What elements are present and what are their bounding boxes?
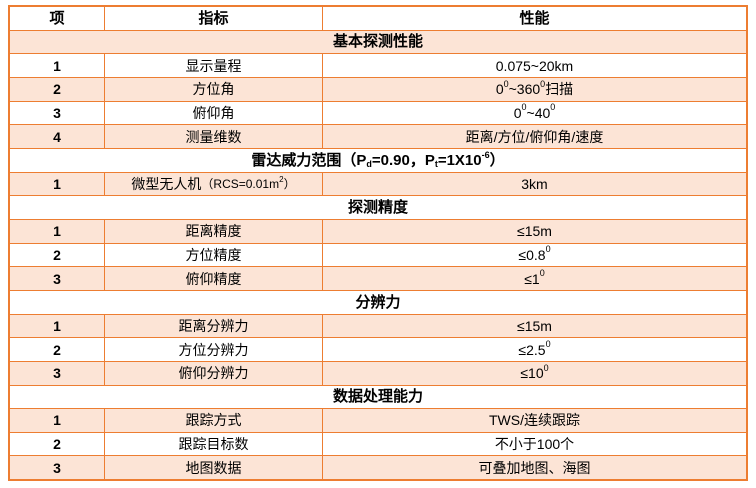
- cell-indicator: 地图数据: [105, 456, 323, 480]
- cell-performance: ≤0.8 0: [518, 244, 551, 263]
- section-title: 探测精度: [347, 199, 408, 217]
- section-row: 探测精度: [10, 195, 746, 219]
- cell-indicator: 测量维数: [105, 125, 323, 148]
- section-title: 数据处理能力: [332, 388, 423, 406]
- section-title: 分辨力: [355, 293, 401, 311]
- cell-item-no: 2: [10, 77, 105, 101]
- table-row: 4 测量维数 距离/方位/俯仰角/速度: [10, 124, 746, 148]
- cell-performance: ≤2.5 0: [518, 339, 551, 358]
- cell-item-no: 2: [10, 338, 105, 361]
- column-header-performance: 性能: [519, 9, 550, 27]
- cell-indicator: 方位分辨力: [105, 338, 323, 361]
- cell-item-no: 1: [10, 314, 105, 338]
- table-row: 1 微型无人机 （RCS=0.01m 2） 3km: [10, 171, 746, 196]
- cell-indicator: 俯仰精度: [105, 267, 323, 290]
- table-row: 1 距离分辨力 ≤15m: [10, 313, 746, 338]
- cell-indicator: 跟踪目标数: [105, 432, 323, 456]
- cell-item-no: 2: [10, 243, 105, 267]
- cell-item-no: 4: [10, 125, 105, 148]
- section-row: 数据处理能力: [10, 384, 746, 409]
- cell-item-no: 3: [10, 101, 105, 125]
- table-row: 3 地图数据 可叠加地图、海图: [10, 455, 746, 480]
- cell-performance: 0 0 ~40 0: [513, 102, 556, 121]
- table-row: 3 俯仰精度 ≤1 0: [10, 266, 746, 290]
- table-header-row: 项 指标 性能: [10, 7, 746, 30]
- table-row: 1 显示量程 0.075~20km: [10, 53, 746, 77]
- table-row: 2 跟踪目标数 不小于100个: [10, 431, 746, 456]
- cell-performance: ≤1 0: [524, 268, 545, 287]
- cell-item-no: 2: [10, 432, 105, 456]
- cell-performance: 不小于100个: [494, 436, 575, 453]
- cell-indicator: 距离精度: [105, 219, 323, 243]
- cell-indicator: 距离分辨力: [105, 314, 323, 338]
- cell-performance: TWS/连续跟踪: [489, 412, 580, 429]
- cell-indicator: 微型无人机 （RCS=0.01m 2）: [105, 172, 323, 196]
- table-row: 2 方位精度 ≤0.8 0: [10, 242, 746, 267]
- cell-indicator: 显示量程: [105, 54, 323, 77]
- cell-performance: 0 0 ~360 0 扫描: [495, 78, 574, 98]
- table-row: 1 跟踪方式 TWS/连续跟踪: [10, 408, 746, 432]
- section-title: 雷达威力范围（P d =0.90，P t =1X10 -6）: [251, 149, 505, 169]
- cell-item-no: 1: [10, 54, 105, 77]
- cell-item-no: 1: [10, 409, 105, 432]
- cell-item-no: 3: [10, 456, 105, 480]
- column-header-item: 项: [10, 7, 105, 30]
- table-row: 2 方位分辨力 ≤2.5 0: [10, 337, 746, 361]
- cell-performance: 可叠加地图、海图: [478, 459, 591, 476]
- cell-item-no: 1: [10, 219, 105, 243]
- cell-item-no: 1: [10, 172, 105, 196]
- cell-performance: ≤10 0: [520, 362, 549, 382]
- cell-item-no: 3: [10, 267, 105, 290]
- section-row: 基本探测性能: [10, 29, 746, 54]
- table-row: 2 方位角 0 0 ~360 0 扫描: [10, 76, 746, 101]
- spec-table: 项 指标 性能 基本探测性能 1 显示量程 0.075~20km 2 方位角 0 0 ~360 0…: [8, 5, 748, 481]
- section-row: 雷达威力范围（P d =0.90，P t =1X10 -6）: [10, 147, 746, 172]
- section-title: 基本探测性能: [332, 33, 423, 51]
- table-row: 1 距离精度 ≤15m: [10, 218, 746, 243]
- cell-indicator: 方位精度: [105, 243, 323, 267]
- cell-performance: 0.075~20km: [495, 57, 574, 74]
- cell-performance: 距离/方位/俯仰角/速度: [465, 128, 604, 145]
- cell-performance: ≤15m: [517, 317, 552, 334]
- table-row: 3 俯仰角 0 0 ~40 0: [10, 100, 746, 125]
- column-header-indicator: 指标: [105, 7, 323, 30]
- cell-indicator: 俯仰角: [105, 101, 323, 125]
- table-row: 3 俯仰分辨力 ≤10 0: [10, 360, 746, 385]
- cell-performance: ≤15m: [517, 223, 552, 240]
- cell-performance: 3km: [521, 175, 548, 192]
- cell-indicator: 方位角: [105, 77, 323, 101]
- cell-item-no: 3: [10, 361, 105, 385]
- cell-indicator: 跟踪方式: [105, 409, 323, 432]
- section-row: 分辨力: [10, 289, 746, 314]
- cell-indicator: 俯仰分辨力: [105, 361, 323, 385]
